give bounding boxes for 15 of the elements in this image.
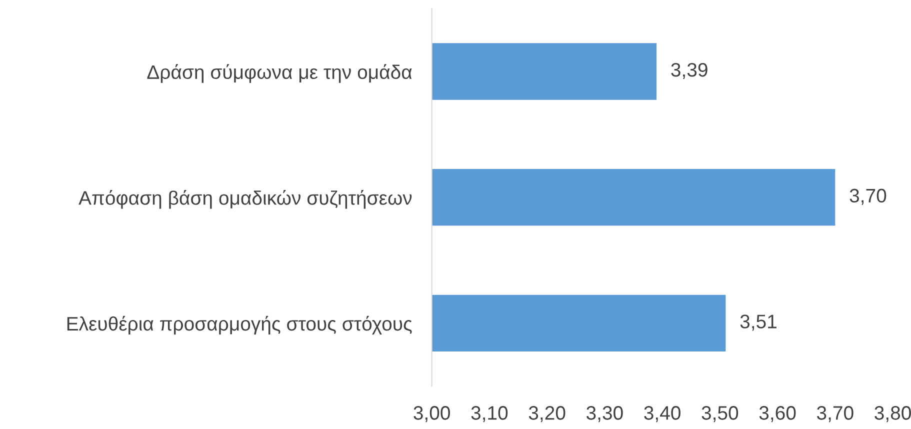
y-tick-label: Απόφαση βάση ομαδικών συζητήσεων (78, 190, 412, 209)
x-tick-label: 3,80 (874, 406, 911, 422)
x-tick-label: 3,40 (644, 406, 680, 422)
x-tick-label: 3,50 (702, 406, 738, 422)
data-label: 3,51 (740, 314, 776, 331)
x-tick-label: 3,60 (759, 406, 796, 422)
x-tick-label: 3,70 (816, 406, 854, 422)
x-tick-label: 3,10 (471, 406, 508, 422)
x-tick-label: 3,30 (586, 406, 623, 422)
x-tick-label: 3,00 (414, 406, 450, 422)
x-tick-label: 3,20 (528, 406, 566, 422)
y-tick-label: Δράση σύμφωνα με την ομάδα (147, 64, 412, 83)
data-label: 3,70 (850, 188, 886, 205)
y-tick-label: Ελευθέρια προσαρμογής στους στόχους (67, 316, 412, 335)
data-label: 3,39 (671, 62, 708, 80)
